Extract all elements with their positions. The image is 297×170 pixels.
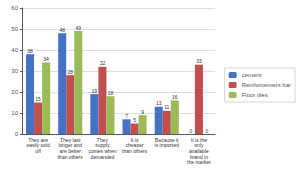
svg-text:28: 28 (67, 69, 73, 75)
svg-text:than others: than others (122, 148, 148, 154)
svg-text:than others: than others (58, 154, 84, 160)
svg-text:cement: cement (242, 72, 262, 78)
svg-text:It is the: It is the (190, 136, 207, 143)
svg-text:are better: are better (59, 148, 81, 154)
svg-text:33: 33 (196, 58, 202, 64)
svg-text:easily sold: easily sold (26, 142, 50, 149)
svg-text:They are: They are (28, 136, 48, 143)
svg-text:13: 13 (156, 100, 162, 106)
svg-text:38: 38 (27, 48, 33, 54)
svg-text:They: They (96, 136, 108, 143)
svg-text:0: 0 (189, 128, 192, 134)
svg-text:only: only (194, 142, 204, 149)
svg-text:It is: It is (130, 136, 139, 143)
svg-text:demanded: demanded (91, 154, 115, 160)
svg-text:9: 9 (141, 109, 144, 115)
svg-text:Because it: Because it (155, 136, 179, 143)
svg-text:available: available (189, 148, 209, 154)
svg-text:16: 16 (172, 94, 178, 100)
svg-text:is imported: is imported (155, 142, 180, 148)
svg-text:off: off (35, 148, 41, 154)
svg-text:11: 11 (164, 104, 169, 110)
svg-text:Floor tiles: Floor tiles (242, 92, 268, 98)
svg-text:Reinforcement bar: Reinforcement bar (242, 82, 291, 88)
svg-text:50: 50 (11, 26, 18, 32)
svg-text:brand in: brand in (189, 153, 208, 160)
svg-text:32: 32 (100, 60, 106, 66)
svg-text:the market: the market (187, 159, 211, 165)
svg-text:48: 48 (59, 27, 65, 33)
svg-text:supply: supply (95, 142, 110, 149)
svg-text:10: 10 (11, 110, 18, 116)
svg-text:40: 40 (11, 47, 18, 53)
svg-text:18: 18 (108, 90, 114, 96)
svg-text:comes when: comes when (88, 148, 117, 154)
svg-text:30: 30 (11, 68, 18, 74)
svg-text:15: 15 (35, 96, 41, 102)
svg-text:0: 0 (206, 128, 209, 134)
svg-text:49: 49 (76, 25, 82, 31)
svg-text:0: 0 (15, 131, 19, 137)
svg-text:20: 20 (11, 89, 18, 95)
svg-text:60: 60 (11, 5, 18, 11)
svg-text:19: 19 (92, 88, 98, 94)
svg-text:longer and: longer and (58, 142, 83, 149)
svg-text:They last: They last (60, 136, 81, 143)
svg-text:5: 5 (133, 117, 136, 123)
svg-text:cheaper: cheaper (125, 142, 144, 149)
svg-text:7: 7 (125, 113, 128, 119)
svg-text:34: 34 (43, 56, 49, 62)
